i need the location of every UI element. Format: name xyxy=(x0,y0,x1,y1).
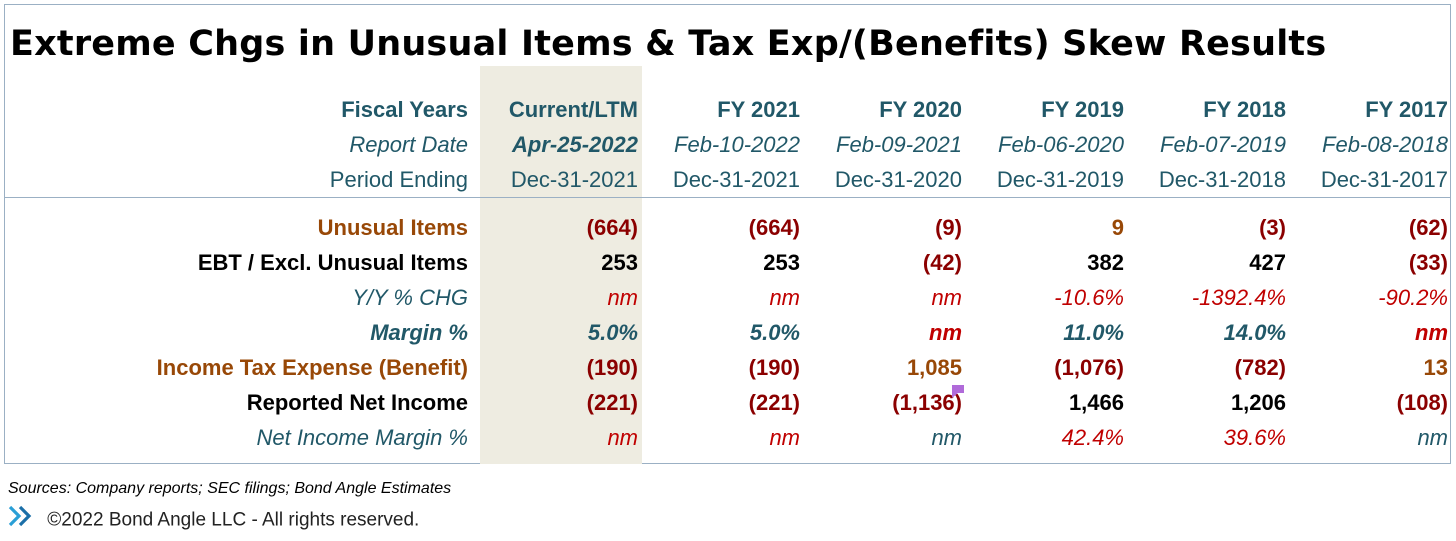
header-cell: FY 2020 xyxy=(879,97,962,122)
table-cell: nm xyxy=(769,425,800,450)
copyright-text: ©2022 Bond Angle LLC - All rights reserv… xyxy=(47,509,420,531)
header-row-period-ending: Period Ending Dec-31-2021 Dec-31-2021 De… xyxy=(0,163,1456,197)
table-cell: -10.6% xyxy=(1054,285,1124,310)
cell-comment-indicator[interactable] xyxy=(952,385,964,398)
table-frame xyxy=(4,4,1451,464)
table-cell: (1,136) xyxy=(892,390,962,415)
table-cell: 427 xyxy=(1249,250,1286,275)
page-title: Extreme Chgs in Unusual Items & Tax Exp/… xyxy=(10,24,1327,64)
header-cell: FY 2019 xyxy=(1041,97,1124,122)
table-cell: 1,085 xyxy=(906,355,962,380)
table-row-net-income-margin: Net Income Margin % nm nm nm 42.4% 39.6%… xyxy=(0,421,1456,455)
header-label: Fiscal Years xyxy=(341,97,468,122)
table-cell: 253 xyxy=(763,250,800,275)
table-cell: nm xyxy=(931,285,962,310)
table-cell: 42.4% xyxy=(1061,425,1124,450)
row-label: Net Income Margin % xyxy=(256,425,468,450)
table-cell: (62) xyxy=(1408,215,1448,240)
header-cell: Feb-09-2021 xyxy=(836,132,962,157)
table-cell: 1,206 xyxy=(1230,390,1286,415)
table-cell: -90.2% xyxy=(1378,285,1448,310)
header-cell: Feb-08-2018 xyxy=(1322,132,1448,157)
table-row-margin: Margin % 5.0% 5.0% nm 11.0% 14.0% nm xyxy=(0,316,1456,350)
header-cell: Apr-25-2022 xyxy=(512,132,638,157)
table-cell: 382 xyxy=(1087,250,1124,275)
header-row-report-date: Report Date Apr-25-2022 Feb-10-2022 Feb-… xyxy=(0,128,1456,162)
table-row-unusual-items: Unusual Items (664) (664) (9) 9 (3) (62) xyxy=(0,211,1456,245)
row-label: Reported Net Income xyxy=(246,390,468,415)
header-cell: FY 2017 xyxy=(1365,97,1448,122)
header-cell: Dec-31-2017 xyxy=(1320,167,1448,192)
table-cell: (664) xyxy=(748,215,800,240)
table-cell: 13 xyxy=(1423,355,1448,380)
table-cell: nm xyxy=(769,285,800,310)
bond-angle-chevron-icon xyxy=(8,505,34,536)
row-label: EBT / Excl. Unusual Items xyxy=(197,250,468,275)
header-cell: Dec-31-2019 xyxy=(996,167,1124,192)
table-cell: 253 xyxy=(601,250,638,275)
table-cell: (221) xyxy=(748,390,800,415)
table-row-yy-chg: Y/Y % CHG nm nm nm -10.6% -1392.4% -90.2… xyxy=(0,281,1456,315)
row-label: Income Tax Expense (Benefit) xyxy=(156,355,468,380)
table-cell: nm xyxy=(929,320,962,345)
table-cell: (190) xyxy=(586,355,638,380)
current-ltm-column-shade xyxy=(480,66,642,464)
table-cell: 1,466 xyxy=(1068,390,1124,415)
row-label: Unusual Items xyxy=(317,215,468,240)
table-cell: 5.0% xyxy=(749,320,800,345)
table-cell: 39.6% xyxy=(1223,425,1286,450)
table-cell: (42) xyxy=(922,250,962,275)
table-cell: nm xyxy=(607,285,638,310)
table-cell: (664) xyxy=(586,215,638,240)
table-cell: 9 xyxy=(1111,215,1124,240)
table-cell: 14.0% xyxy=(1223,320,1286,345)
table-cell: 5.0% xyxy=(587,320,638,345)
table-cell: (1,076) xyxy=(1054,355,1124,380)
header-cell: Feb-07-2019 xyxy=(1160,132,1286,157)
header-cell: Dec-31-2018 xyxy=(1158,167,1286,192)
table-cell: 11.0% xyxy=(1063,320,1124,345)
table-cell: nm xyxy=(1417,425,1448,450)
header-label: Report Date xyxy=(349,132,468,157)
table-cell: (221) xyxy=(586,390,638,415)
row-label: Margin % xyxy=(370,320,468,345)
header-cell: Dec-31-2021 xyxy=(672,167,800,192)
table-cell: (108) xyxy=(1396,390,1448,415)
table-cell: (190) xyxy=(748,355,800,380)
header-cell: Dec-31-2021 xyxy=(510,167,638,192)
table-cell: (782) xyxy=(1234,355,1286,380)
header-label: Period Ending xyxy=(329,167,468,192)
header-cell: Feb-10-2022 xyxy=(674,132,800,157)
table-cell: (3) xyxy=(1259,215,1286,240)
table-row-net-income: Reported Net Income (221) (221) (1,136) … xyxy=(0,386,1456,420)
header-row-fiscal-years: Fiscal Years Current/LTM FY 2021 FY 2020… xyxy=(0,93,1456,127)
table-cell: nm xyxy=(931,425,962,450)
sources-note: Sources: Company reports; SEC filings; B… xyxy=(8,480,452,497)
copyright-line: ©2022 Bond Angle LLC - All rights reserv… xyxy=(8,505,419,533)
header-cell: Current/LTM xyxy=(508,97,638,122)
table-cell: nm xyxy=(1415,320,1448,345)
table-cell: (9) xyxy=(935,215,962,240)
header-cell: FY 2018 xyxy=(1203,97,1286,122)
table-row-ebt-excl-unusual: EBT / Excl. Unusual Items 253 253 (42) 3… xyxy=(0,246,1456,280)
table-row-income-tax: Income Tax Expense (Benefit) (190) (190)… xyxy=(0,351,1456,385)
row-label: Y/Y % CHG xyxy=(352,285,468,310)
table-cell: nm xyxy=(607,425,638,450)
header-cell: Dec-31-2020 xyxy=(834,167,962,192)
table-cell: (33) xyxy=(1408,250,1448,275)
table-cell: -1392.4% xyxy=(1191,285,1286,310)
header-cell: Feb-06-2020 xyxy=(998,132,1124,157)
header-divider xyxy=(4,197,1451,198)
header-cell: FY 2021 xyxy=(717,97,800,122)
